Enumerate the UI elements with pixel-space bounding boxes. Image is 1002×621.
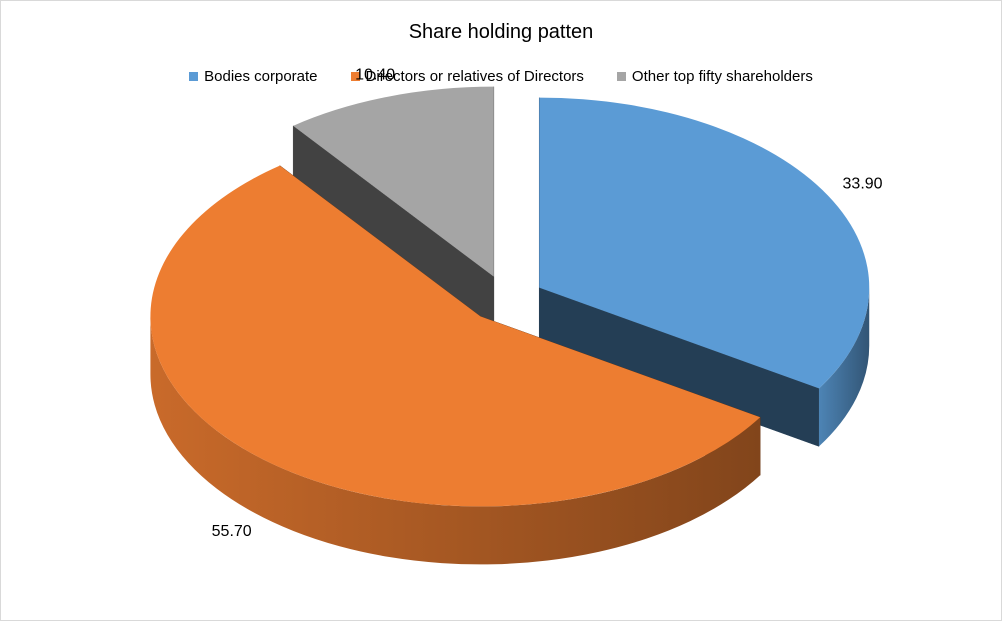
chart-title: Share holding patten xyxy=(408,21,594,43)
legend-item-bodies-corporate: Bodies corporate xyxy=(189,68,318,85)
pie-slice-top xyxy=(293,86,494,277)
data-label: 10.40 xyxy=(355,66,395,83)
legend-label: Bodies corporate xyxy=(204,68,318,85)
pie-slice xyxy=(150,165,761,565)
data-label: 55.70 xyxy=(212,523,252,540)
pie-slice xyxy=(538,97,870,447)
pie-slice-side xyxy=(818,287,870,447)
legend-label: Directors or relatives of Directors xyxy=(365,68,584,85)
legend-swatch xyxy=(350,72,360,81)
pie-slice xyxy=(292,86,495,336)
pie-slice-top xyxy=(539,97,870,389)
legend-swatch xyxy=(189,72,199,81)
legend-label: Other top fifty shareholders xyxy=(631,68,813,85)
pie-slice-side xyxy=(150,316,761,565)
legend-item-other-shareholders: Other top fifty shareholders xyxy=(616,68,813,85)
legend-item-directors: Directors or relatives of Directors xyxy=(350,68,584,85)
legend: Bodies corporate Directors or relatives … xyxy=(1,68,1001,85)
data-label: 33.90 xyxy=(843,176,883,193)
legend-swatch xyxy=(616,72,626,81)
pie-slice-top xyxy=(150,165,761,507)
